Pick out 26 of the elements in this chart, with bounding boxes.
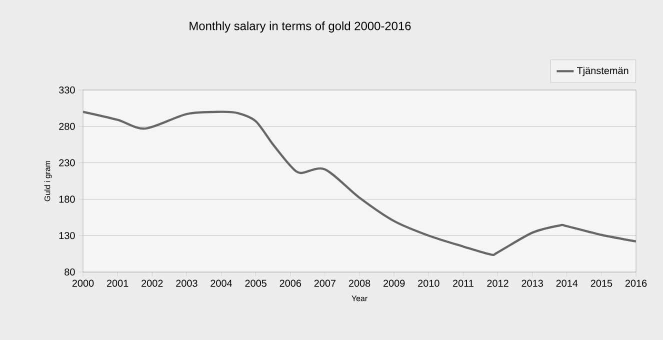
x-tick-label: 2008	[348, 280, 370, 287]
chart-title: Monthly salary in terms of gold 2000-2016	[190, 21, 411, 33]
x-tick-label: 2009	[383, 280, 405, 287]
legend-label: Tjänstemän	[577, 66, 628, 76]
x-tick-label: 2002	[142, 280, 163, 287]
x-tick-label: 2016	[625, 280, 647, 287]
x-tick-label: 2005	[245, 280, 266, 287]
x-tick-label: 2006	[280, 280, 302, 287]
y-tick-label: 280	[59, 122, 75, 130]
y-tick-label: 330	[58, 86, 75, 94]
y-tick-label: 80	[64, 268, 75, 276]
x-tick-label: 2013	[522, 280, 543, 287]
x-tick-label: 2015	[590, 280, 612, 287]
x-tick-label: 2003	[176, 280, 198, 287]
x-tick-label: 2010	[418, 280, 440, 287]
line-series	[83, 110, 636, 256]
x-tick-label: 2000	[72, 280, 94, 287]
y-tick-label: 180	[59, 196, 75, 203]
x-tick-label: 2012	[487, 280, 508, 287]
x-tick-label: 2004	[210, 280, 232, 287]
x-tick-label: 2001	[106, 280, 128, 287]
x-tick-label: 2014	[556, 280, 578, 287]
y-tick-label: 230	[59, 159, 75, 166]
y-tick-label: 130	[59, 232, 75, 240]
x-tick-label: 2011	[452, 280, 474, 287]
x-tick-label: 2007	[314, 280, 336, 287]
